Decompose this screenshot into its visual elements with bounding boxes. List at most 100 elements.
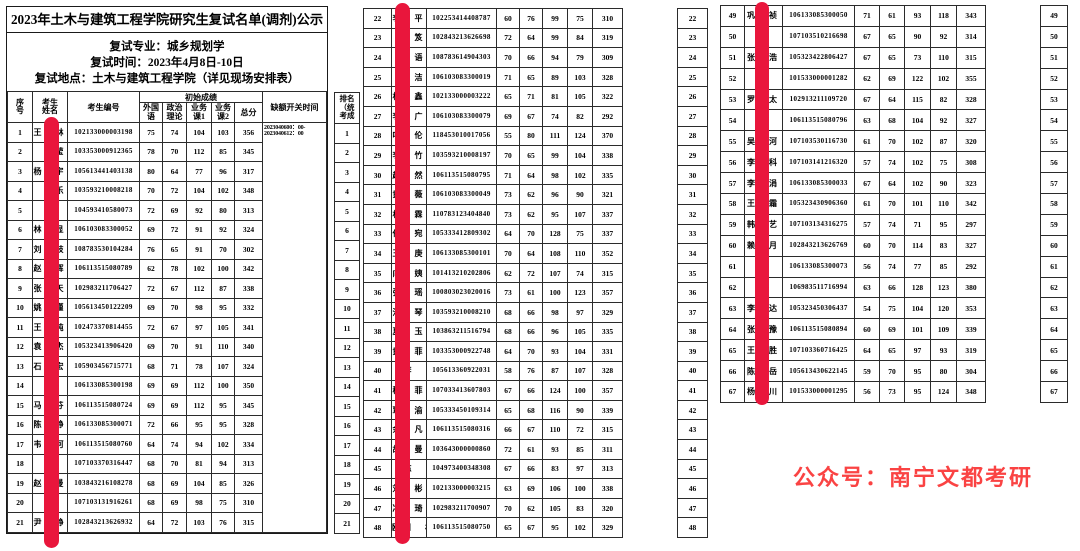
politics-score-cell: 78 [162, 258, 187, 279]
foreign-score-cell: 71 [854, 5, 880, 27]
course2-score-cell: 92 [211, 219, 235, 240]
rank-row: 59 [1040, 213, 1068, 236]
rank-row: 14 [334, 376, 360, 397]
politics-score-cell: 66 [519, 380, 543, 401]
course2-score-cell: 124 [930, 381, 957, 403]
total-score-cell: 342 [956, 193, 986, 215]
seq-cell: 16 [7, 414, 33, 435]
course1-score-cell: 106 [542, 478, 568, 499]
id-cell: 106113515080316 [426, 419, 497, 441]
politics-score-cell: 75 [879, 297, 905, 320]
rank-row: 41 [677, 380, 708, 401]
foreign-score-cell: 61 [854, 130, 880, 153]
rank-row: 39 [677, 341, 708, 362]
rank-row: 45 [677, 458, 708, 480]
candidate-row: 67 杨 川 101533000001295 56 73 95 124 348 [720, 381, 986, 403]
total-score-cell: 320 [956, 130, 986, 153]
id-cell: 105323450306437 [782, 297, 855, 320]
course2-score-cell: 87 [211, 278, 235, 299]
seq-cell: 50 [720, 25, 745, 48]
foreign-score-cell: 62 [139, 258, 163, 279]
foreign-score-cell: 60 [854, 234, 880, 257]
header-politics: 政治理论 [162, 102, 187, 123]
rank-row: 47 [677, 497, 708, 519]
politics-score-cell: 66 [519, 458, 543, 480]
foreign-score-cell: 69 [139, 375, 163, 396]
course2-score-cell: 94 [211, 453, 235, 474]
politics-score-cell: 74 [879, 255, 905, 278]
course2-score-cell: 90 [930, 172, 957, 195]
politics-score-cell: 61 [519, 282, 543, 303]
rank-cell: 64 [1040, 318, 1068, 341]
seq-cell: 42 [363, 399, 392, 421]
id-cell: 105613430622145 [782, 360, 855, 383]
rank-row: 34 [677, 243, 708, 264]
course2-score-cell: 102 [211, 180, 235, 201]
course2-score-cell: 100 [567, 478, 593, 499]
course1-score-cell: 128 [904, 276, 931, 299]
rank-cell: 57 [1040, 172, 1068, 195]
seq-cell: 20 [7, 492, 33, 513]
rank-row: 46 [677, 478, 708, 499]
id-cell: 107103510216698 [782, 25, 855, 48]
id-cell: 106103083300049 [426, 184, 497, 205]
course2-score-cell: 96 [211, 161, 235, 182]
seq-cell: 45 [363, 458, 392, 480]
course2-score-cell: 80 [211, 200, 235, 221]
foreign-score-cell: 75 [139, 122, 163, 143]
seq-cell: 6 [7, 219, 33, 240]
seq-cell: 30 [363, 164, 392, 186]
course2-score-cell: 80 [930, 360, 957, 383]
id-cell: 107103360716425 [782, 339, 855, 362]
id-cell: 105333450109314 [426, 399, 497, 421]
course2-score-cell: 100 [567, 380, 593, 401]
total-score-cell: 370 [592, 125, 623, 147]
politics-score-cell: 67 [519, 105, 543, 127]
seq-cell: 14 [7, 375, 33, 396]
rank-row: 31 [677, 184, 708, 205]
foreign-score-cell: 63 [496, 478, 520, 499]
seq-cell: 5 [7, 200, 33, 221]
course2-score-cell: 95 [211, 414, 235, 435]
id-cell: 102843213626698 [426, 27, 497, 49]
id-cell: 105613360922031 [426, 360, 497, 382]
politics-score-cell: 70 [162, 453, 187, 474]
redaction-bar-2 [395, 3, 410, 544]
politics-score-cell: 69 [162, 492, 187, 513]
rank-row: 12 [334, 337, 360, 358]
seq-cell: 49 [720, 5, 745, 27]
total-score-cell: 322 [592, 86, 623, 107]
seq-cell: 23 [363, 27, 392, 49]
foreign-score-cell: 62 [854, 67, 880, 90]
course1-score-cell: 104 [904, 109, 931, 132]
politics-score-cell: 66 [519, 301, 543, 323]
course1-score-cell: 112 [186, 141, 212, 162]
candidate-row: 51 张 浩 105323422806427 67 65 73 110 315 [720, 46, 986, 69]
rank-row: 35 [677, 262, 708, 284]
foreign-score-cell: 65 [496, 86, 520, 107]
id-cell: 105323430906360 [782, 193, 855, 215]
course2-score-cell: 97 [567, 458, 593, 480]
course2-score-cell: 70 [211, 239, 235, 260]
seq-cell: 15 [7, 395, 33, 416]
rank-row: 29 [677, 145, 708, 166]
total-score-cell: 320 [592, 497, 623, 519]
course2-score-cell: 90 [567, 184, 593, 205]
course2-score-cell: 79 [567, 47, 593, 68]
total-score-cell: 337 [592, 223, 623, 245]
total-score-cell: 297 [956, 213, 986, 236]
total-score-cell: 315 [592, 419, 623, 441]
total-score-cell: 313 [233, 453, 264, 474]
course2-score-cell: 109 [930, 318, 957, 341]
seq-cell: 39 [363, 341, 392, 362]
id-cell: 102253414408787 [426, 8, 497, 29]
seq-cell: 28 [363, 125, 392, 147]
politics-score-cell: 72 [519, 262, 543, 284]
foreign-score-cell: 58 [496, 360, 520, 382]
rank-cell: 52 [1040, 67, 1068, 90]
foreign-score-cell: 67 [496, 380, 520, 401]
politics-score-cell: 69 [519, 478, 543, 499]
